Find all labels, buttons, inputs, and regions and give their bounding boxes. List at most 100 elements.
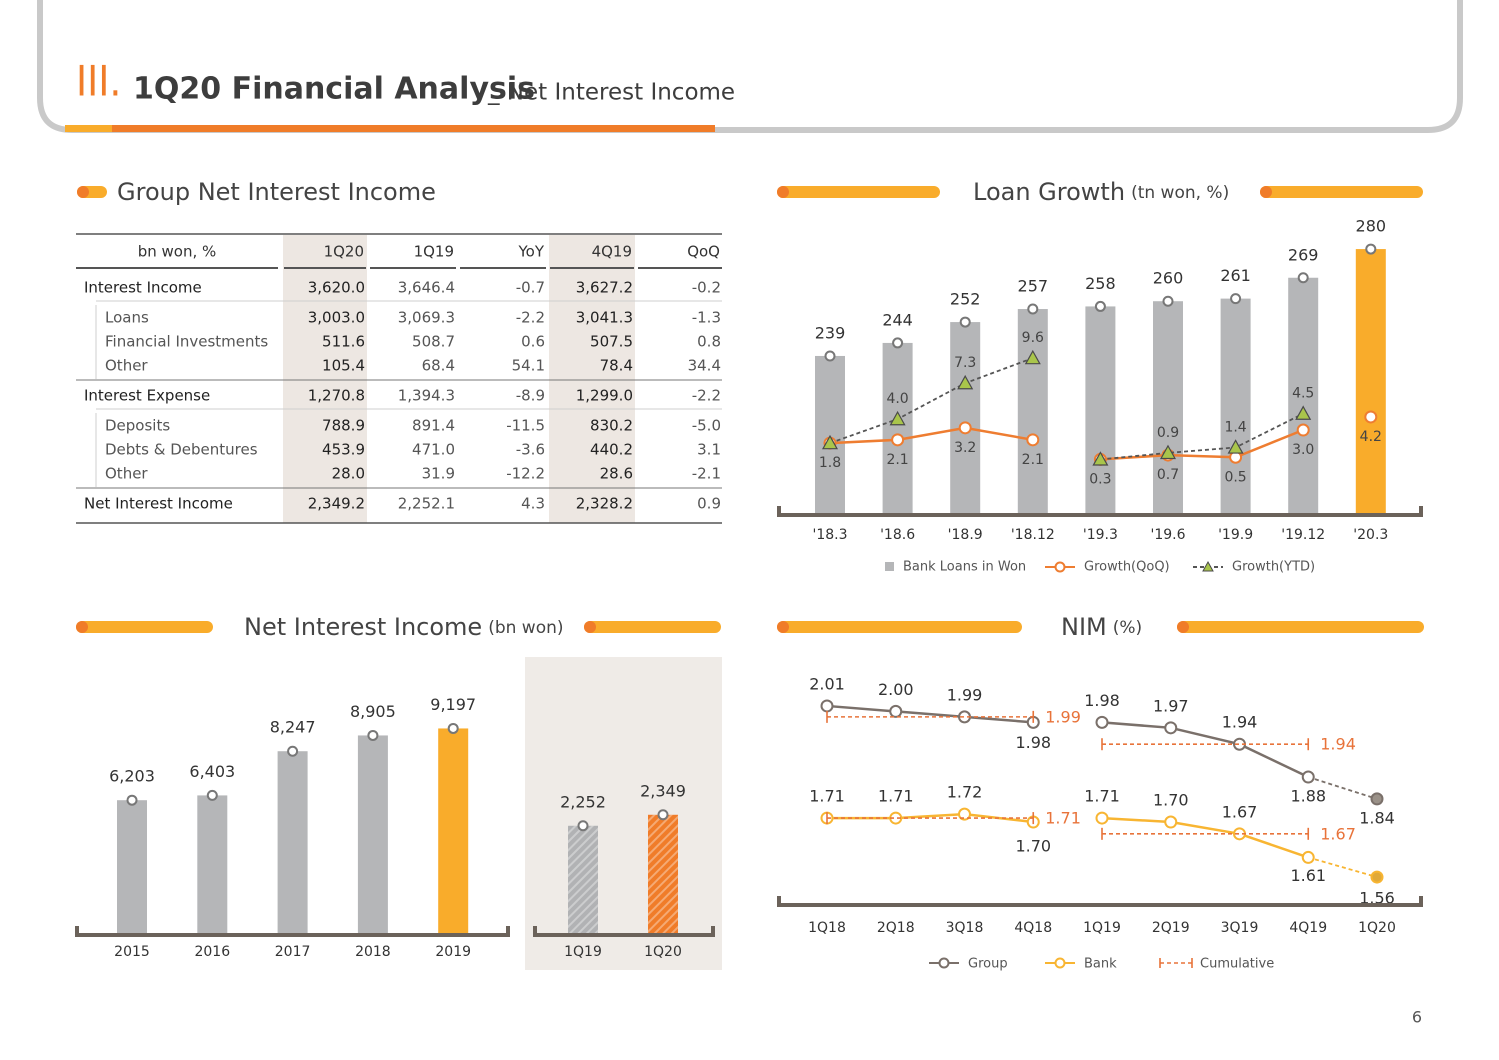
- data-label: 1.61: [1290, 866, 1326, 885]
- bar: [1220, 298, 1251, 515]
- title-bar: [777, 621, 1022, 633]
- row-label: Interest Income: [84, 279, 202, 297]
- title-bar: [777, 186, 940, 198]
- cell: 3,003.0: [308, 309, 365, 327]
- cell: -2.2: [692, 387, 721, 405]
- data-label: 3.0: [1292, 442, 1314, 458]
- data-label: 3.2: [954, 440, 976, 456]
- x-tick-label: 1Q20: [644, 944, 682, 960]
- line: [1101, 816, 1309, 859]
- legend-marker: [1054, 561, 1066, 573]
- cell: 105.4: [322, 357, 365, 375]
- legend-label: Bank Loans in Won: [903, 560, 1026, 575]
- column-highlight: [549, 235, 635, 523]
- bar-marker: [824, 350, 836, 362]
- x-tick-label: '19.6: [1150, 527, 1185, 543]
- x-tick-label: 4Q18: [1014, 920, 1052, 936]
- cumulative-label: 1.99: [1045, 707, 1081, 726]
- row-label: Debts & Debentures: [105, 441, 258, 459]
- title-bar-dot: [1260, 186, 1272, 198]
- bar-marker: [1094, 300, 1106, 312]
- row-label: Financial Investments: [105, 333, 268, 351]
- row-label: Interest Expense: [84, 387, 210, 405]
- line-projection: [1307, 776, 1378, 800]
- marker: [1296, 423, 1310, 437]
- cell: 507.5: [590, 333, 633, 351]
- data-label: 2.00: [878, 680, 914, 699]
- cumulative-label: 1.71: [1045, 809, 1081, 828]
- cell: 4.3: [521, 495, 545, 513]
- line: [829, 357, 1034, 444]
- title-bar-dot: [777, 621, 789, 633]
- data-label: 1.97: [1153, 696, 1189, 715]
- title-bar-dot: [777, 186, 789, 198]
- bar-label: 257: [1018, 277, 1049, 296]
- legend-label: Bank: [1084, 957, 1117, 972]
- page-number: 6: [1412, 1008, 1422, 1027]
- cell: 68.4: [422, 357, 455, 375]
- cumulative-label: 1.94: [1320, 735, 1356, 754]
- cell: 54.1: [512, 357, 545, 375]
- bar: [1355, 249, 1386, 516]
- marker: [1295, 405, 1312, 420]
- x-tick-label: '18.6: [880, 527, 915, 543]
- bar-marker: [657, 809, 669, 821]
- cell: -2.2: [516, 309, 545, 327]
- marker: [1164, 721, 1178, 735]
- cumulative-label: 1.67: [1320, 824, 1356, 843]
- bar-marker: [892, 337, 904, 349]
- cell: 511.6: [322, 333, 365, 351]
- bar: [197, 795, 228, 935]
- cell: 2,252.1: [398, 495, 455, 513]
- marker: [891, 433, 905, 447]
- x-tick-label: 4Q19: [1289, 920, 1327, 936]
- cell: 1,299.0: [576, 387, 633, 405]
- marker: [889, 704, 903, 718]
- marker: [1095, 811, 1109, 825]
- header-subtitle: _ Net Interest Income: [487, 80, 735, 106]
- marker: [958, 807, 971, 821]
- chart-unit: (bn won): [488, 618, 563, 638]
- x-tick-label: '18.3: [812, 527, 847, 543]
- panel: [525, 657, 722, 970]
- column-header: bn won, %: [138, 243, 217, 261]
- cell: 3,041.3: [576, 309, 633, 327]
- x-tick-label: 2019: [435, 944, 471, 960]
- chart-title: Loan Growth (tn won, %): [973, 178, 1229, 206]
- chart-title-text: Net Interest Income: [244, 613, 482, 641]
- bar-label: 8,905: [350, 702, 396, 721]
- bar-marker: [577, 820, 589, 832]
- bar-label: 252: [950, 290, 981, 309]
- bar-label: 258: [1085, 274, 1116, 293]
- header-bar-accent: [65, 125, 112, 132]
- cell: -11.5: [506, 417, 545, 435]
- legend-marker: [1054, 957, 1066, 969]
- bar: [950, 322, 981, 515]
- cell: 508.7: [412, 333, 455, 351]
- data-label: 1.72: [947, 783, 983, 802]
- chart-title-text: NIM: [1061, 613, 1107, 641]
- cell: 0.9: [697, 495, 721, 513]
- cell: 3,069.3: [398, 309, 455, 327]
- column-highlight: [283, 235, 367, 523]
- line: [826, 704, 1034, 724]
- legend-label: Growth(YTD): [1232, 560, 1315, 575]
- data-label: 4.0: [886, 391, 908, 407]
- marker: [1164, 815, 1178, 829]
- row-label: Net Interest Income: [84, 495, 233, 513]
- cell: 1,270.8: [308, 387, 365, 405]
- legend-swatch: [885, 562, 894, 571]
- cell: 3.1: [697, 441, 721, 459]
- marker: [957, 374, 974, 390]
- bar-label: 2,349: [640, 781, 686, 800]
- data-label: 4.2: [1360, 429, 1382, 445]
- chart-title: NIM (%): [1061, 613, 1142, 641]
- column-header: 1Q20: [324, 243, 364, 261]
- x-tick-label: 2018: [355, 944, 391, 960]
- data-label: 1.71: [809, 787, 845, 806]
- bar-marker: [367, 729, 379, 741]
- x-tick-label: 1Q20: [1358, 920, 1396, 936]
- cell: 34.4: [688, 357, 721, 375]
- title-bar: [584, 621, 721, 633]
- cell: 28.0: [332, 465, 365, 483]
